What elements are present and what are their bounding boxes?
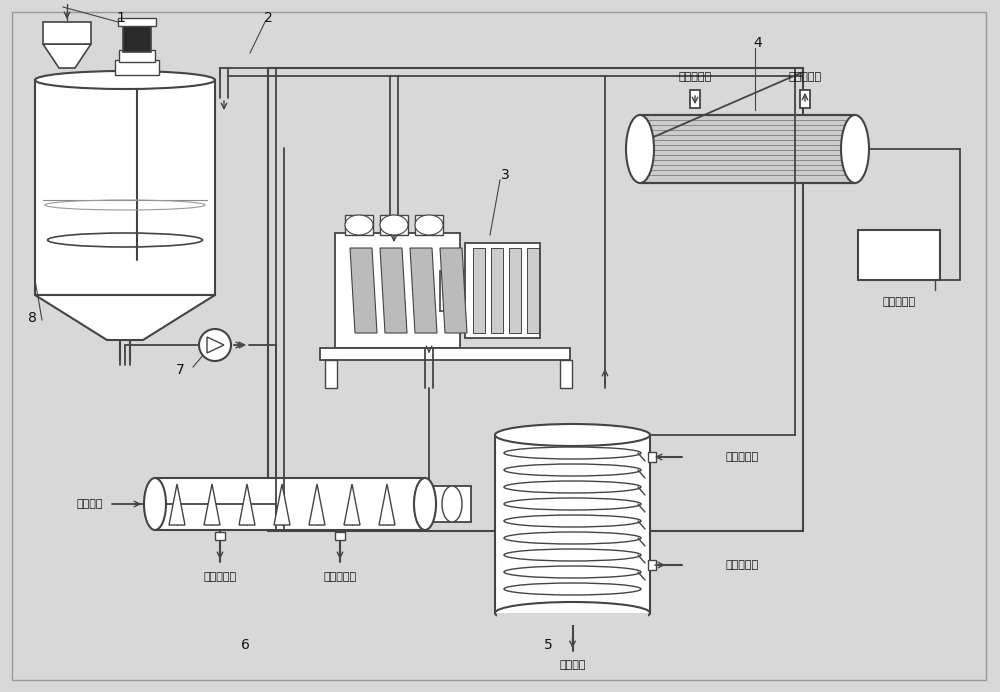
Bar (345, 215, 373, 235)
Text: 6: 6 (241, 638, 249, 652)
Bar (440, 271, 480, 311)
Ellipse shape (345, 215, 373, 235)
Bar (648, 560, 656, 570)
Text: 热介质出口: 热介质出口 (725, 560, 758, 570)
Bar (155, 478, 425, 530)
Bar (858, 230, 940, 280)
Polygon shape (207, 337, 224, 353)
Bar (43, 22, 91, 44)
Polygon shape (410, 248, 437, 333)
Bar (433, 486, 471, 522)
Bar (118, 18, 156, 26)
Text: 液相排出: 液相排出 (559, 660, 586, 670)
Bar (497, 613, 648, 625)
Polygon shape (380, 248, 407, 333)
Bar (115, 60, 159, 75)
Bar (35, 80, 215, 295)
Text: 固相排出: 固相排出 (77, 499, 103, 509)
Text: 3: 3 (501, 168, 509, 182)
Bar (268, 68, 803, 531)
Bar (215, 532, 225, 540)
Text: 隔离剂回用: 隔离剂回用 (882, 297, 916, 307)
Polygon shape (169, 484, 185, 525)
Ellipse shape (414, 478, 436, 530)
Bar (800, 90, 810, 108)
Bar (335, 233, 460, 348)
Text: 5: 5 (544, 638, 552, 652)
Text: 热介质出口: 热介质出口 (203, 572, 237, 582)
Bar (648, 452, 656, 462)
Bar (495, 435, 650, 613)
Ellipse shape (495, 602, 650, 624)
Ellipse shape (35, 71, 215, 89)
Ellipse shape (380, 215, 408, 235)
Bar (640, 115, 855, 183)
Bar (335, 532, 345, 540)
Polygon shape (35, 295, 215, 340)
Ellipse shape (415, 215, 443, 235)
Bar (690, 90, 700, 108)
Text: 2: 2 (264, 11, 272, 25)
Ellipse shape (841, 115, 869, 183)
Polygon shape (440, 248, 467, 333)
Polygon shape (379, 484, 395, 525)
Polygon shape (274, 484, 290, 525)
Bar (509, 248, 521, 333)
Bar (527, 248, 539, 333)
Text: 冷却水进口: 冷却水进口 (678, 72, 712, 82)
Bar (560, 360, 572, 388)
Text: 热介质进口: 热介质进口 (725, 452, 758, 462)
Bar (491, 248, 503, 333)
Bar (473, 248, 485, 333)
Polygon shape (204, 484, 220, 525)
Bar (380, 215, 408, 235)
Text: 8: 8 (28, 311, 36, 325)
Text: 1: 1 (117, 11, 125, 25)
Ellipse shape (626, 115, 654, 183)
Bar (320, 348, 570, 360)
Ellipse shape (495, 424, 650, 446)
Bar (325, 360, 337, 388)
Polygon shape (344, 484, 360, 525)
Bar (640, 115, 855, 183)
Bar (415, 215, 443, 235)
Ellipse shape (442, 486, 462, 522)
Polygon shape (239, 484, 255, 525)
Text: 热介质进口: 热介质进口 (323, 572, 357, 582)
Polygon shape (309, 484, 325, 525)
Ellipse shape (144, 478, 166, 530)
Text: 7: 7 (176, 363, 184, 377)
Bar (119, 50, 155, 62)
Polygon shape (350, 248, 377, 333)
Bar (123, 22, 151, 52)
Text: 冷却水出口: 冷却水出口 (788, 72, 822, 82)
Text: 4: 4 (754, 36, 762, 50)
Circle shape (199, 329, 231, 361)
Polygon shape (43, 44, 91, 68)
Bar (465, 243, 540, 338)
